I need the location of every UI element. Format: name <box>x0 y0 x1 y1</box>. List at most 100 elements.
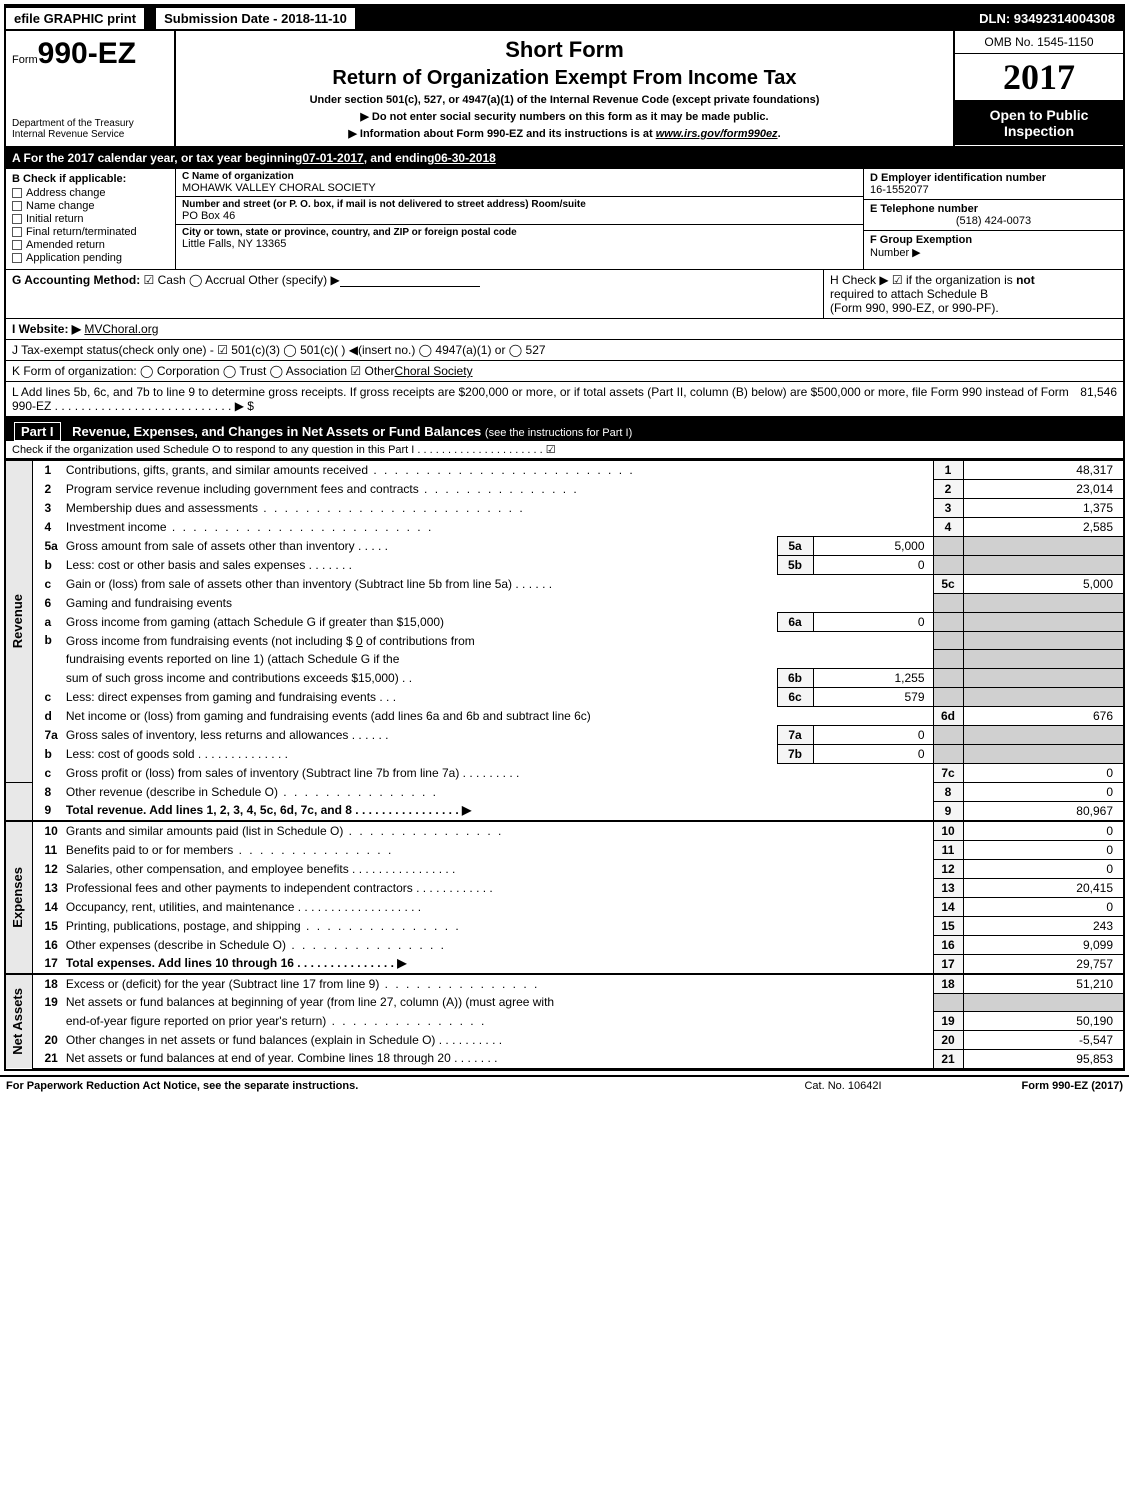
chk-address-change[interactable]: Address change <box>12 187 169 199</box>
chk-application-pending[interactable]: Application pending <box>12 252 169 264</box>
checkbox-icon[interactable] <box>12 188 22 198</box>
grey-cell <box>933 725 963 744</box>
footer-form-ref: Form 990-EZ (2017) <box>943 1080 1123 1092</box>
g-label: G Accounting Method: <box>12 273 140 287</box>
website-value[interactable]: MVChoral.org <box>84 322 158 336</box>
vcat-expenses: Expenses <box>6 821 32 974</box>
line-num: c <box>32 575 62 594</box>
form-container: efile GRAPHIC print Submission Date - 20… <box>4 4 1125 1071</box>
irs-link[interactable]: www.irs.gov/form990ez <box>656 128 778 140</box>
line-num: 14 <box>32 897 62 916</box>
h-label[interactable]: H Check ▶ ☑ if the organization is <box>830 273 1016 287</box>
arrow2-pre: ▶ Information about Form 990-EZ and its … <box>348 128 655 140</box>
part-i-header: Part I Revenue, Expenses, and Changes in… <box>6 418 1123 460</box>
checkbox-icon[interactable] <box>12 240 22 250</box>
row-a-end: 06-30-2018 <box>434 151 495 165</box>
line-rnum: 8 <box>933 782 963 801</box>
form-word: Form <box>12 54 38 66</box>
g-other-blank[interactable] <box>340 275 480 287</box>
d-label: D Employer identification number <box>870 172 1117 184</box>
line-desc: Benefits paid to or for members <box>62 840 933 859</box>
line-desc: Other changes in net assets or fund bala… <box>62 1030 933 1049</box>
grey-cell <box>963 993 1123 1011</box>
row-l: L Add lines 5b, 6c, and 7b to line 9 to … <box>6 382 1123 418</box>
line-num: c <box>32 763 62 782</box>
group-exemption-row: F Group Exemption Number ▶ <box>864 231 1123 262</box>
l-value: 81,546 <box>1080 385 1117 413</box>
line-desc: Total revenue. Add lines 1, 2, 3, 4, 5c,… <box>62 801 933 821</box>
k-other: Choral Society <box>395 364 473 378</box>
line-value: 50,190 <box>963 1011 1123 1030</box>
line-desc: Other revenue (describe in Schedule O) <box>62 782 933 801</box>
line-17-bold: Total expenses. Add lines 10 through 16 … <box>66 956 407 970</box>
line-num: 15 <box>32 916 62 935</box>
line-desc: Printing, publications, postage, and shi… <box>62 916 933 935</box>
chk-label: Final return/terminated <box>26 226 137 238</box>
line-6b-desc3: sum of such gross income and contributio… <box>62 668 777 687</box>
line-rnum: 17 <box>933 954 963 974</box>
sub-value: 0 <box>813 725 933 744</box>
line-rnum: 2 <box>933 480 963 499</box>
line-desc: Program service revenue including govern… <box>62 480 933 499</box>
line-rnum: 18 <box>933 974 963 994</box>
grey-cell <box>963 725 1123 744</box>
grey-cell <box>933 612 963 631</box>
line-rnum: 7c <box>933 763 963 782</box>
checkbox-icon[interactable] <box>12 227 22 237</box>
header-left: Form990-EZ Department of the Treasury In… <box>6 31 176 146</box>
line-desc: Investment income <box>62 518 933 537</box>
row-a-tax-year: A For the 2017 calendar year, or tax yea… <box>6 148 1123 169</box>
row-k: K Form of organization: ◯ Corporation ◯ … <box>6 361 1123 382</box>
part-i-check-line[interactable]: Check if the organization used Schedule … <box>6 441 1123 458</box>
checkbox-icon[interactable] <box>12 214 22 224</box>
phone-row: E Telephone number (518) 424-0073 <box>864 200 1123 231</box>
f-label2: Number ▶ <box>870 246 1117 259</box>
k-text[interactable]: K Form of organization: ◯ Corporation ◯ … <box>12 364 395 378</box>
chk-initial-return[interactable]: Initial return <box>12 213 169 225</box>
line-desc: Gross profit or (loss) from sales of inv… <box>62 763 933 782</box>
line-rnum: 5c <box>933 575 963 594</box>
line-value: 5,000 <box>963 575 1123 594</box>
sub-num: 6b <box>777 668 813 687</box>
grey-cell <box>963 631 1123 650</box>
checkbox-icon[interactable] <box>12 201 22 211</box>
checkbox-icon[interactable] <box>12 253 22 263</box>
line-num: b <box>32 556 62 575</box>
line-desc: Contributions, gifts, grants, and simila… <box>62 461 933 480</box>
phone-value: (518) 424-0073 <box>870 215 1117 227</box>
efile-print-label[interactable]: efile GRAPHIC print <box>6 8 146 29</box>
open-pub-1: Open to Public <box>959 107 1119 123</box>
line-rnum: 3 <box>933 499 963 518</box>
ein-value: 16-1552077 <box>870 184 1117 196</box>
line-desc: Occupancy, rent, utilities, and maintena… <box>62 897 933 916</box>
check-b-column: B Check if applicable: Address change Na… <box>6 169 176 269</box>
vcat-expenses-label: Expenses <box>10 867 25 928</box>
check-b-label: B Check if applicable: <box>12 173 169 185</box>
omb-number: OMB No. 1545-1150 <box>955 31 1123 54</box>
line-6b-desc2: fundraising events reported on line 1) (… <box>62 650 933 669</box>
form-number-block: Form990-EZ <box>12 37 168 71</box>
line-num: b <box>32 631 62 687</box>
line-value: 29,757 <box>963 954 1123 974</box>
chk-name-change[interactable]: Name change <box>12 200 169 212</box>
dln: DLN: 93492314004308 <box>971 8 1123 29</box>
chk-amended-return[interactable]: Amended return <box>12 239 169 251</box>
grey-cell <box>963 668 1123 687</box>
line-num: 7a <box>32 725 62 744</box>
j-text[interactable]: J Tax-exempt status(check only one) - ☑ … <box>12 343 546 357</box>
g-opts[interactable]: ☑ Cash ◯ Accrual Other (specify) ▶ <box>144 273 340 287</box>
line-19-desc2: end-of-year figure reported on prior yea… <box>62 1011 933 1030</box>
line-value: 48,317 <box>963 461 1123 480</box>
footer-cat-no: Cat. No. 10642I <box>743 1080 943 1092</box>
line-value: 0 <box>963 897 1123 916</box>
city-row: City or town, state or province, country… <box>176 225 863 252</box>
grey-cell <box>963 687 1123 706</box>
line-6b-pre: Gross income from fundraising events (no… <box>66 634 356 648</box>
line-num: d <box>32 706 62 725</box>
submission-date: Submission Date - 2018-11-10 <box>154 6 357 31</box>
dept-treasury: Department of the Treasury <box>12 118 168 129</box>
h-not: not <box>1016 273 1035 287</box>
chk-final-return[interactable]: Final return/terminated <box>12 226 169 238</box>
line-19-desc1: Net assets or fund balances at beginning… <box>62 993 933 1011</box>
line-desc: Gaming and fundraising events <box>62 594 933 613</box>
